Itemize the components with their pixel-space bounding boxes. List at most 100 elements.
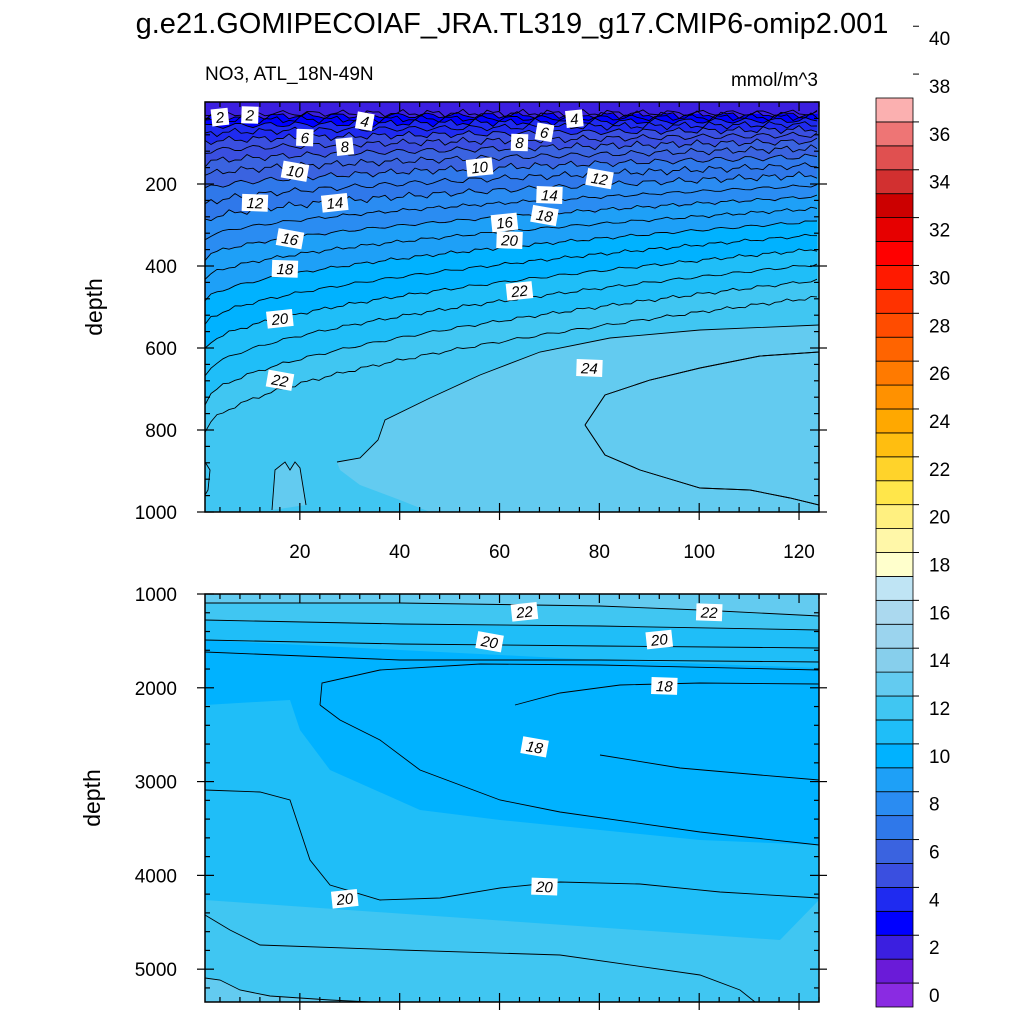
contour-label-box: [271, 259, 299, 278]
contour-label: 10: [465, 157, 494, 178]
upper-contour-line: [205, 162, 818, 205]
contour-label-box: [475, 631, 504, 653]
lower-contour-line: [205, 619, 819, 631]
lower-contour-line: [205, 789, 819, 901]
colorbar-box: [875, 863, 914, 888]
colorbar-label: 36: [929, 125, 950, 146]
x-tick-label: 100: [683, 542, 715, 563]
colorbar-label: 22: [929, 460, 950, 481]
colorbar-label: 18: [929, 555, 950, 576]
contour-label-text: 18: [276, 261, 294, 279]
colorbar-label: 4: [929, 890, 940, 911]
contour-label-box: [645, 629, 674, 650]
colorbar-box: [875, 97, 914, 123]
contour-label-box: [275, 228, 305, 250]
contour-label-box: [241, 106, 259, 124]
contour-label-text: 8: [515, 135, 525, 152]
upper-axis-ticks: 20 40 60 80 100 120 200 400 600 800 1000: [135, 101, 827, 563]
colorbar-box: [875, 719, 914, 745]
colorbar-box: [875, 217, 914, 242]
colorbar-label: 8: [929, 795, 940, 816]
colorbar-box: [875, 576, 914, 601]
contour-label: 6: [534, 122, 555, 143]
upper-23-lobe: [272, 462, 306, 510]
lower-bottom-22-region: [205, 978, 370, 1002]
colorbar-box: [875, 193, 914, 219]
upper-contour-line: [205, 116, 818, 129]
y-tick-label: 600: [145, 339, 177, 360]
y-tick-label: 4000: [135, 866, 177, 887]
colorbar-box: [875, 815, 914, 840]
contour-label-box: [534, 122, 555, 143]
colorbar-box: [875, 312, 914, 338]
contour-label-box: [510, 133, 529, 152]
colorbar-label: 42: [929, 0, 950, 2]
contour-label-text: 18: [656, 678, 674, 696]
upper-edge-contour: [205, 461, 211, 496]
y-tick-label: 5000: [135, 960, 177, 981]
colorbar-box: [875, 791, 914, 817]
colorbar-label: 2: [929, 938, 940, 959]
lower-22-band: [205, 594, 819, 616]
contour-label: 20: [496, 231, 523, 250]
contour-label: 14: [536, 186, 563, 205]
contour-label-text: 10: [470, 159, 489, 178]
upper-contour-line: [205, 171, 818, 222]
lower-18-region: [515, 683, 819, 780]
lower-panel: 22 22 20 20 18 18 20 20 1000 2000 3000 4000 5000 de…: [79, 585, 827, 1010]
upper-surface-band: [205, 102, 819, 114]
contour-label: 24: [576, 359, 603, 378]
colorbar-label: 24: [929, 412, 951, 433]
lower-axis-ticks: 1000 2000 3000 4000 5000: [135, 585, 827, 1010]
x-tick-label: 40: [389, 542, 410, 563]
contour-label: 4: [565, 109, 584, 129]
contour-label: 22: [265, 369, 295, 391]
contour-label: 2: [241, 106, 259, 125]
x-tick-label: 120: [783, 542, 815, 563]
contour-label: 8: [335, 137, 355, 156]
x-tick-label: 20: [289, 542, 310, 563]
colorbar-box: [875, 384, 914, 410]
contour-label-text: 14: [326, 194, 344, 213]
upper-panel: NO3, ATL_18N-49N mmol/m^3 2 2 4 46 68 810 1012…: [81, 64, 827, 563]
lower-contour-line: [205, 914, 756, 1002]
contour-label: 18: [651, 676, 678, 696]
contour-label-box: [465, 157, 494, 177]
colorbar-box: [875, 886, 914, 912]
contour-label-box: [496, 231, 523, 250]
colorbar-box: [875, 839, 914, 864]
upper-contour-line: [205, 108, 818, 118]
colorbar-box: [875, 910, 914, 936]
colorbar-label: 32: [929, 221, 950, 242]
contour-label: 8: [510, 133, 529, 152]
colorbar-label: 16: [929, 603, 950, 624]
contour-label-text: 18: [535, 207, 555, 227]
colorbar-label: 10: [929, 747, 950, 768]
lower-contour-line: [205, 977, 371, 1002]
x-tick-label: 60: [489, 542, 510, 563]
upper-plot-frame: [204, 101, 820, 513]
contour-label: 16: [490, 212, 519, 233]
contour-label-box: [695, 603, 723, 622]
contour-label-text: 2: [244, 107, 255, 124]
contour-label-box: [210, 107, 230, 127]
contour-label-text: 10: [285, 162, 305, 182]
colorbar-box: [875, 647, 914, 673]
contour-label: 16: [275, 228, 305, 250]
contour-label-box: [531, 877, 558, 896]
colorbar-box: [875, 241, 914, 266]
upper-panel-variable-title: NO3, ATL_18N-49N: [205, 64, 374, 85]
colorbar-box: [875, 288, 914, 314]
lower-contour-line: [205, 602, 819, 617]
contour-label: 20: [330, 888, 359, 909]
contour-label: 4: [354, 111, 375, 131]
contour-label: 6: [296, 128, 314, 147]
contour-label: 14: [320, 192, 349, 213]
upper-contour-line: [205, 248, 818, 349]
colorbar-box: [875, 504, 914, 529]
upper-panel-units: mmol/m^3: [731, 70, 818, 91]
colorbar-label: 6: [929, 843, 940, 864]
lower-contour-line: [319, 704, 819, 846]
contour-label-text: 6: [539, 124, 551, 142]
